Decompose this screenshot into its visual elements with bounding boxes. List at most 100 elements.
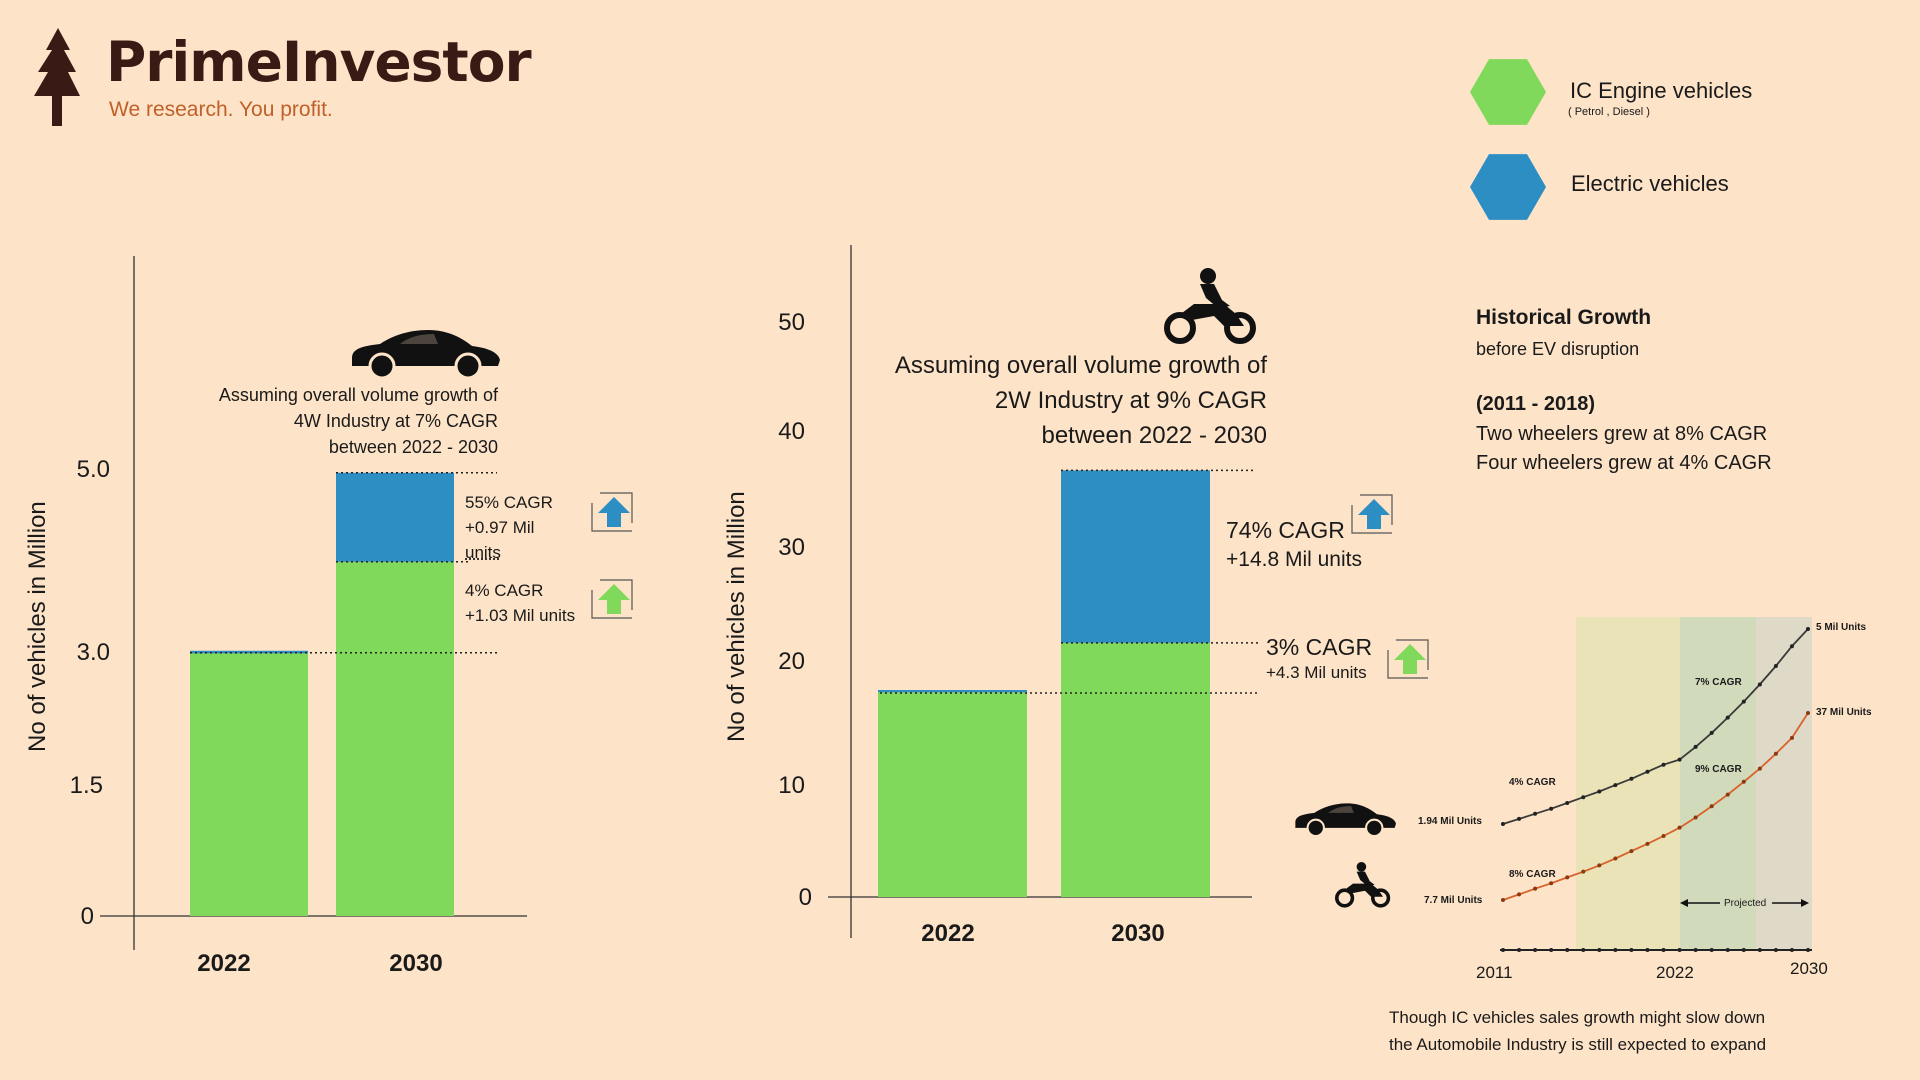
chart2-tick: 30 [778,534,805,561]
chart2-tick: 10 [778,772,805,799]
chart1-tick: 5.0 [76,456,110,483]
chart1-bar-2030-ic [336,561,454,916]
chart2-year-2030: 2030 [1111,920,1165,947]
mini-point-4w [1565,800,1570,805]
footer-note: Though IC vehicles sales growth might sl… [1389,1008,1767,1054]
mini-point-2w [1661,834,1666,839]
chart1-ylabel: No of vehicles in Million [24,501,51,752]
historical-period: (2011 - 2018) [1476,393,1595,415]
chart2-tick: 40 [778,418,805,445]
chart2-year-2022: 2022 [921,920,975,947]
mini-point-4w [1789,644,1794,649]
mini-point-4w [1501,822,1505,826]
mini-point-2w [1533,886,1538,891]
mini-cagr-4w-hist: 4% CAGR [1509,777,1556,788]
chart2-tick: 0 [798,884,812,911]
mini-point-2w [1517,892,1522,897]
mini-axis-tick [1677,948,1682,952]
chart2-tick: 50 [778,309,805,336]
mini-point-4w [1645,769,1650,774]
mini-label-2w-start: 7.7 Mil Units [1424,895,1483,906]
mini-axis-tick [1773,948,1778,952]
mini-point-4w [1693,744,1698,749]
mini-point-4w [1661,762,1666,767]
car-icon [352,330,500,380]
mini-point-2w [1693,815,1698,820]
chart2-tick: 20 [778,648,805,675]
mini-point-4w [1677,757,1682,762]
chart2-bar-2022-ic [878,692,1027,897]
mini-axis-tick [1661,948,1666,952]
mini-axis-tick [1789,948,1794,952]
mini-projected-label: Projected [1724,898,1767,909]
chart2-ev-annotation: 74% CAGR +14.8 Mil units [1226,517,1362,571]
chart1-tick: 3.0 [76,639,110,666]
chart1-tick: 1.5 [69,772,103,799]
mini-point-4w [1709,730,1714,735]
mini-point-2w [1645,841,1650,846]
chart2-bar-2030-ev [1061,470,1210,643]
mini-axis-tick [1693,948,1698,952]
mini-point-2w [1597,863,1602,868]
historical-four-wheelers: Four wheelers grew at 4% CAGR [1476,452,1772,474]
mini-year-2022: 2022 [1656,963,1694,982]
mini-axis-tick [1581,948,1586,952]
mini-year-2011: 2011 [1476,963,1513,982]
mini-point-4w [1597,789,1602,794]
mini-point-2w [1741,779,1746,784]
mini-point-2w [1677,825,1682,830]
chart2-bar-2030-ic [1061,642,1210,897]
mini-point-2w [1806,711,1810,715]
mini-arrowhead-left [1680,899,1688,907]
chart1-year-2022: 2022 [197,950,251,977]
mini-arrowhead-right [1801,899,1809,907]
chart1-ev-arrow-icon [591,492,633,532]
chart1-tick: 0 [80,903,94,930]
mini-point-2w [1789,735,1794,740]
mini-point-2w [1501,898,1505,902]
chart1-ev-annotation: 55% CAGR +0.97 Mil units [465,493,553,562]
mini-cagr-2w-hist: 8% CAGR [1509,869,1556,880]
mini-point-4w [1806,627,1810,631]
mini-point-4w [1517,816,1522,821]
mini-point-4w [1757,682,1762,687]
chart2-bar-2022-ev [878,690,1027,693]
mini-point-2w [1565,875,1570,880]
mini-axis-tick [1565,948,1570,952]
historical-title: Historical Growth [1476,306,1652,329]
legend-ic-label: IC Engine vehicles [1570,78,1753,103]
mini-year-2030: 2030 [1790,959,1828,978]
mini-point-4w [1581,795,1586,800]
chart1-note: Assuming overall volume growth of 4W Ind… [218,385,498,457]
mini-label-4w-start: 1.94 Mil Units [1418,816,1482,827]
mini-axis-tick [1709,948,1714,952]
mini-axis-tick [1501,948,1505,952]
legend-ev-label: Electric vehicles [1571,171,1729,196]
mini-axis-tick [1645,948,1650,952]
historical-subtitle: before EV disruption [1476,339,1640,359]
mini-label-4w-end: 5 Mil Units [1816,622,1867,633]
mini-point-2w [1773,751,1778,756]
mini-point-2w [1709,804,1714,809]
historical-two-wheelers: Two wheelers grew at 8% CAGR [1476,423,1768,445]
chart2-ic-annotation: 3% CAGR +4.3 Mil units [1266,634,1373,682]
mini-axis-tick [1629,948,1634,952]
legend-ic-sub: ( Petrol , Diesel ) [1568,106,1650,118]
mini-point-4w [1613,783,1618,788]
chart2-ylabel: No of vehicles in Million [723,491,750,742]
mini-point-4w [1741,699,1746,704]
mini-car-icon [1295,803,1396,838]
mini-point-2w [1629,849,1634,854]
brand-tagline: We research. You profit. [109,98,333,121]
mini-point-4w [1549,806,1554,811]
mini-point-4w [1773,663,1778,668]
mini-axis-tick [1725,948,1730,952]
chart1-bar-2030-ev [336,472,454,562]
mini-axis-tick [1549,948,1554,952]
mini-point-4w [1533,811,1538,816]
